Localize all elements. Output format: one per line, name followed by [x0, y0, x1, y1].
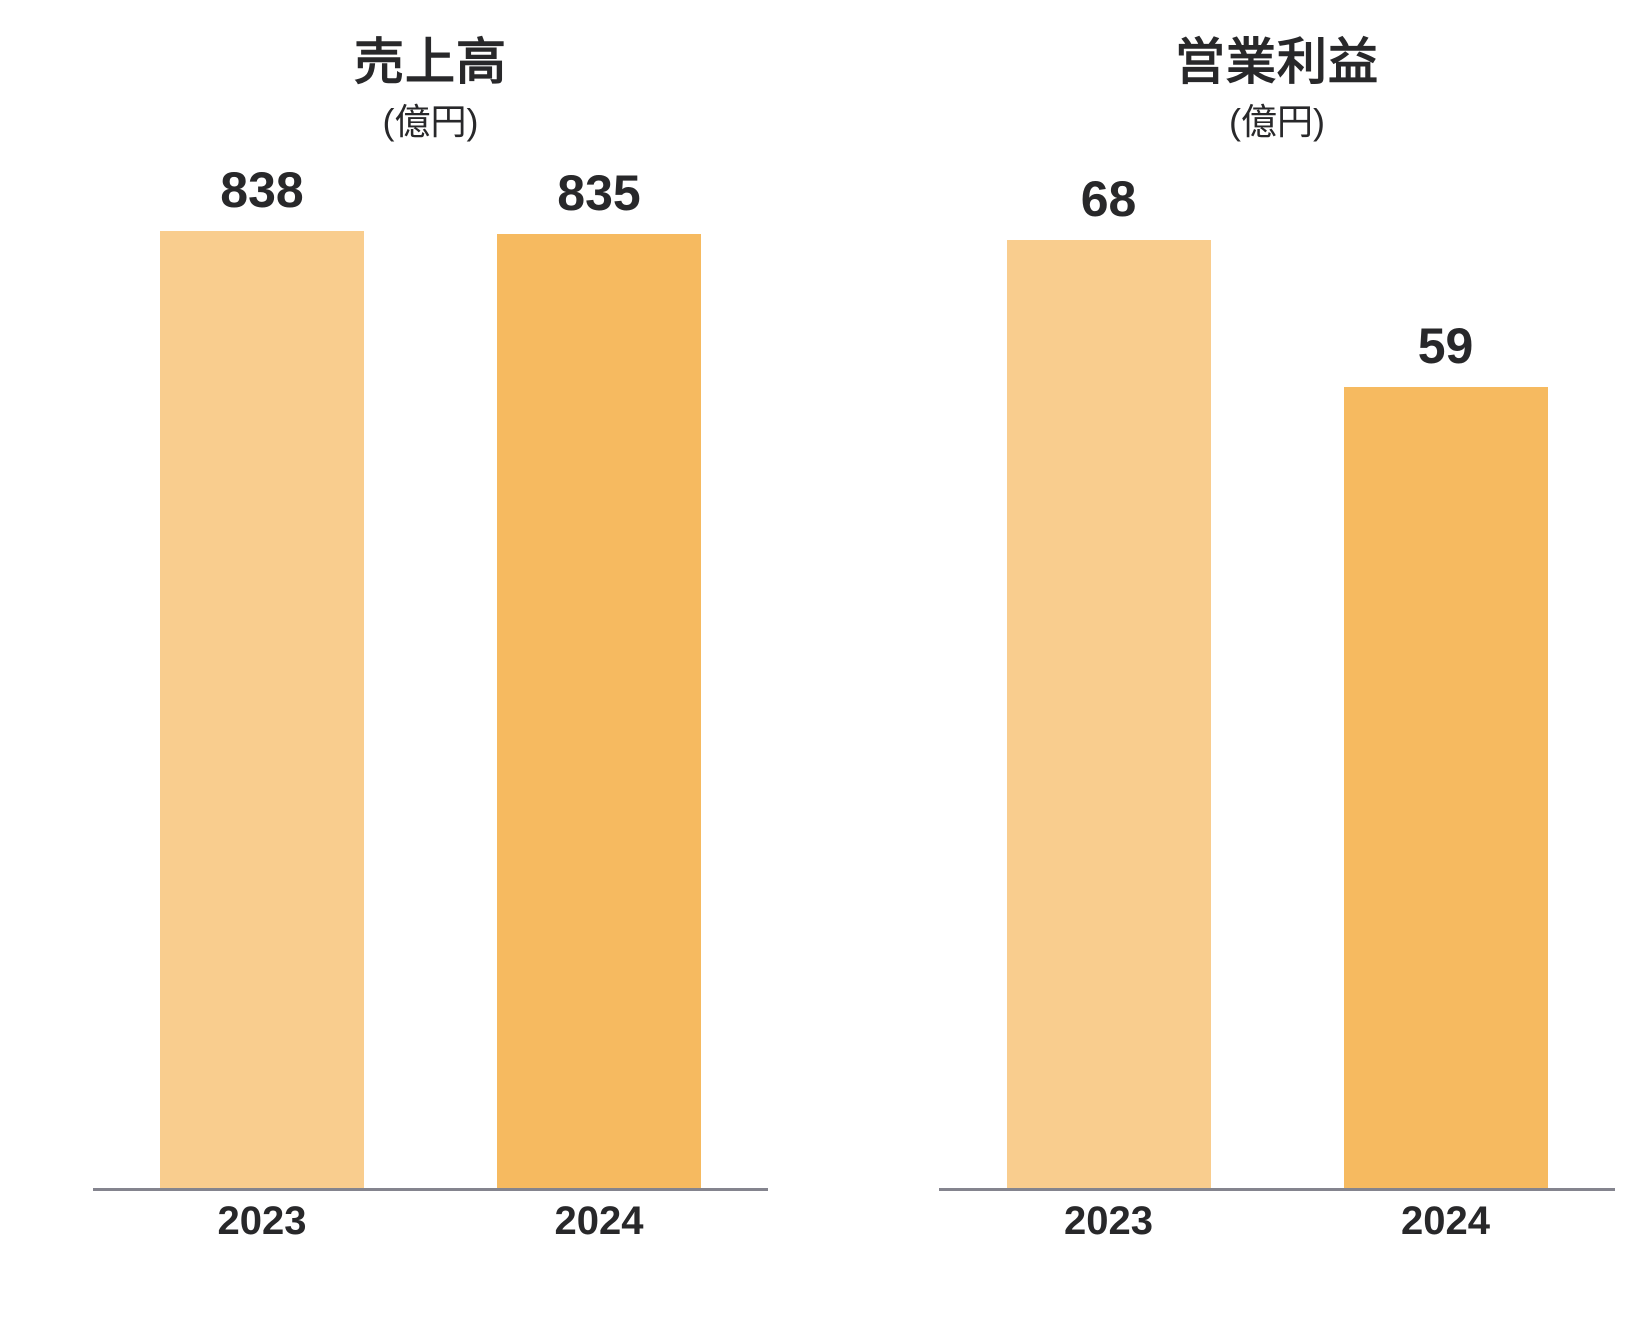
x-tick-label-2024: 2024 [1401, 1199, 1490, 1243]
x-axis-labels: 2023 2024 [93, 1199, 768, 1243]
x-axis-line [939, 1188, 1615, 1191]
bar-column-2023: 68 [1006, 171, 1211, 1188]
x-tick-label-2023: 2023 [217, 1199, 307, 1243]
bar-value-label: 59 [1417, 318, 1474, 374]
bar-column-2024: 835 [497, 168, 701, 1188]
bar-2023 [160, 231, 364, 1188]
x-axis-line [93, 1188, 768, 1191]
bar-value-label: 68 [1080, 171, 1137, 227]
bar-column-2024: 59 [1343, 318, 1548, 1188]
bar-2024 [1343, 387, 1548, 1188]
bar-value-label: 838 [220, 162, 304, 218]
plot-area: 68 59 [939, 0, 1615, 1188]
chart-title: 営業利益 [1175, 34, 1379, 90]
chart-title: 売上高 [354, 34, 507, 90]
operating-profit-chart: 営業利益 (億円) 68 59 2023 2024 [939, 0, 1615, 1320]
bar-column-2023: 838 [160, 165, 364, 1188]
bar-value-label: 835 [557, 165, 641, 221]
chart-unit-label: (億円) [1229, 101, 1325, 142]
x-axis-labels: 2023 2024 [939, 1199, 1615, 1243]
x-tick-label-2024: 2024 [554, 1199, 644, 1243]
bar-2024 [497, 234, 701, 1188]
revenue-chart: 売上高 (億円) 838 835 2023 2024 [93, 0, 768, 1320]
plot-area: 838 835 [93, 0, 768, 1188]
bar-2023 [1006, 240, 1211, 1188]
chart-unit-label: (億円) [382, 101, 479, 142]
x-tick-label-2023: 2023 [1064, 1199, 1153, 1243]
